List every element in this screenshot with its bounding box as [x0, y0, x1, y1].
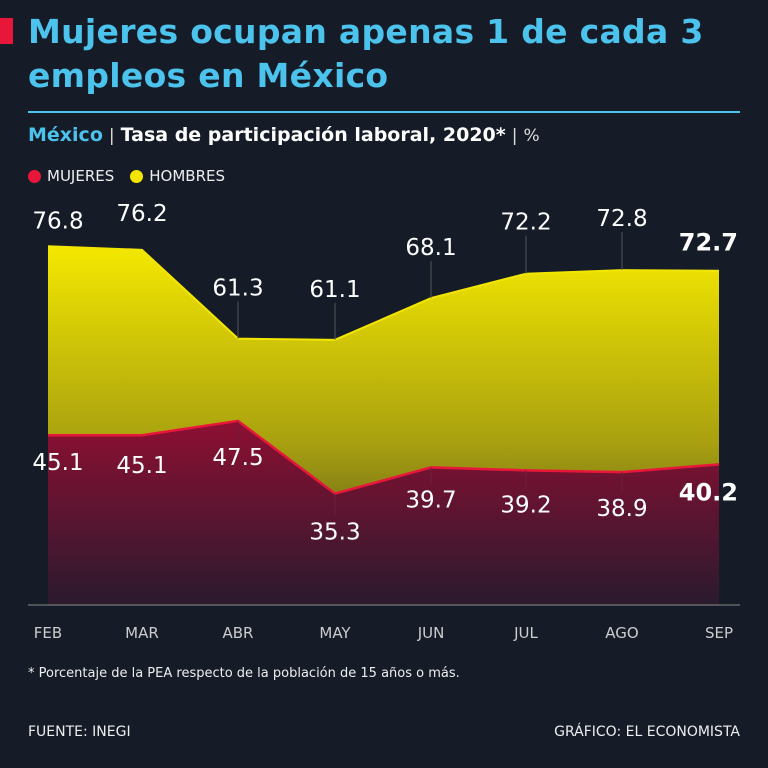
hombres-value-label: 72.2 [500, 210, 551, 236]
mujeres-value-label: 45.1 [32, 450, 83, 476]
subtitle-metric: Tasa de participación laboral, 2020* [120, 124, 506, 146]
x-tick-label: JUN [417, 624, 445, 642]
x-tick-label: MAY [319, 624, 351, 642]
mujeres-area [48, 420, 719, 605]
legend-label-mujeres: MUJERES [47, 167, 115, 185]
mujeres-line [48, 419, 720, 495]
hombres-value-label: 72.7 [679, 229, 738, 257]
x-tick-label: ABR [223, 624, 254, 642]
legend: MUJERES HOMBRES [28, 167, 225, 185]
title-divider [28, 111, 740, 113]
subtitle-separator-2: | [511, 126, 518, 146]
subtitle-separator: | [108, 126, 115, 146]
mujeres-value-label: 39.2 [500, 492, 551, 518]
legend-dot-mujeres [28, 169, 41, 183]
x-tick-label: AGO [605, 624, 638, 642]
x-tick-label: MAR [125, 624, 159, 642]
subtitle-unit: % [523, 126, 540, 146]
hombres-value-label: 76.8 [32, 208, 83, 234]
hombres-value-label: 61.3 [212, 276, 263, 302]
chart-title: Mujeres ocupan apenas 1 de cada 3 empleo… [28, 12, 704, 95]
accent-mark [0, 18, 13, 44]
mujeres-value-label: 39.7 [405, 487, 456, 513]
subtitle-country: México [28, 124, 103, 146]
mujeres-value-label: 45.1 [116, 453, 167, 479]
chart-subtitle: México | Tasa de participación laboral, 20… [28, 124, 540, 146]
mujeres-value-label: 47.5 [212, 445, 263, 471]
hombres-value-label: 72.8 [596, 206, 647, 232]
x-tick-label: SEP [705, 624, 733, 642]
mujeres-value-label: 40.2 [679, 478, 738, 506]
hombres-value-label: 61.1 [309, 277, 360, 303]
x-tick-label: FEB [34, 624, 62, 642]
legend-label-hombres: HOMBRES [149, 167, 225, 185]
hombres-value-label: 68.1 [405, 235, 456, 261]
mujeres-value-label: 35.3 [309, 520, 360, 546]
credit: GRÁFICO: EL ECONOMISTA [554, 724, 740, 740]
hombres-line [47, 245, 720, 341]
source: FUENTE: INEGI [28, 724, 131, 740]
hombres-value-label: 76.2 [116, 201, 167, 227]
mujeres-value-label: 38.9 [596, 496, 647, 522]
x-tick-label: JUL [513, 624, 538, 642]
footnote: * Porcentaje de la PEA respecto de la po… [28, 666, 460, 681]
legend-dot-hombres [130, 169, 144, 183]
